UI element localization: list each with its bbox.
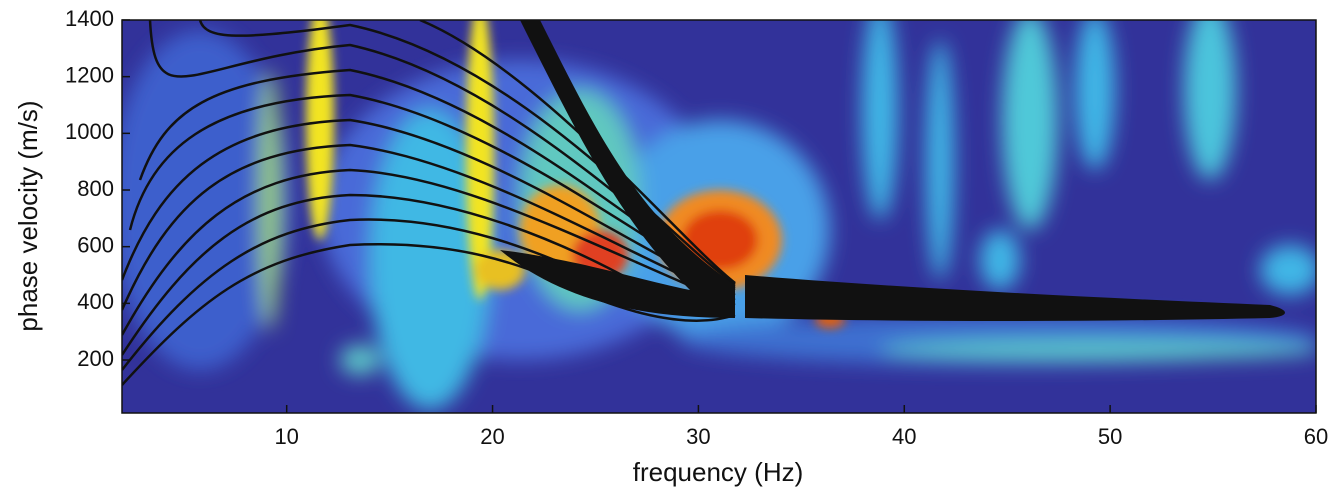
contour-branch: [500, 20, 735, 318]
x-tick-label: 20: [480, 424, 504, 449]
y-tick-label: 200: [77, 346, 114, 371]
x-tick-label: 30: [686, 424, 710, 449]
x-tick-label: 40: [892, 424, 916, 449]
y-tick-label: 1400: [65, 6, 114, 31]
x-tick-label: 10: [274, 424, 298, 449]
contours: [122, 20, 736, 386]
y-tick-label: 800: [77, 176, 114, 201]
x-axis-label: frequency (Hz): [633, 457, 804, 487]
contour-branch: [745, 275, 1285, 321]
x-tick-label: 60: [1304, 424, 1328, 449]
heatmap: [122, 20, 1316, 413]
y-tick-label: 600: [77, 232, 114, 257]
y-axis-label: phase velocity (m/s): [13, 100, 43, 331]
y-tick-label: 1000: [65, 119, 114, 144]
y-tick-label: 1200: [65, 62, 114, 87]
x-tick-label: 50: [1098, 424, 1122, 449]
plot-frame: [121, 19, 1317, 414]
y-tick-label: 400: [77, 289, 114, 314]
